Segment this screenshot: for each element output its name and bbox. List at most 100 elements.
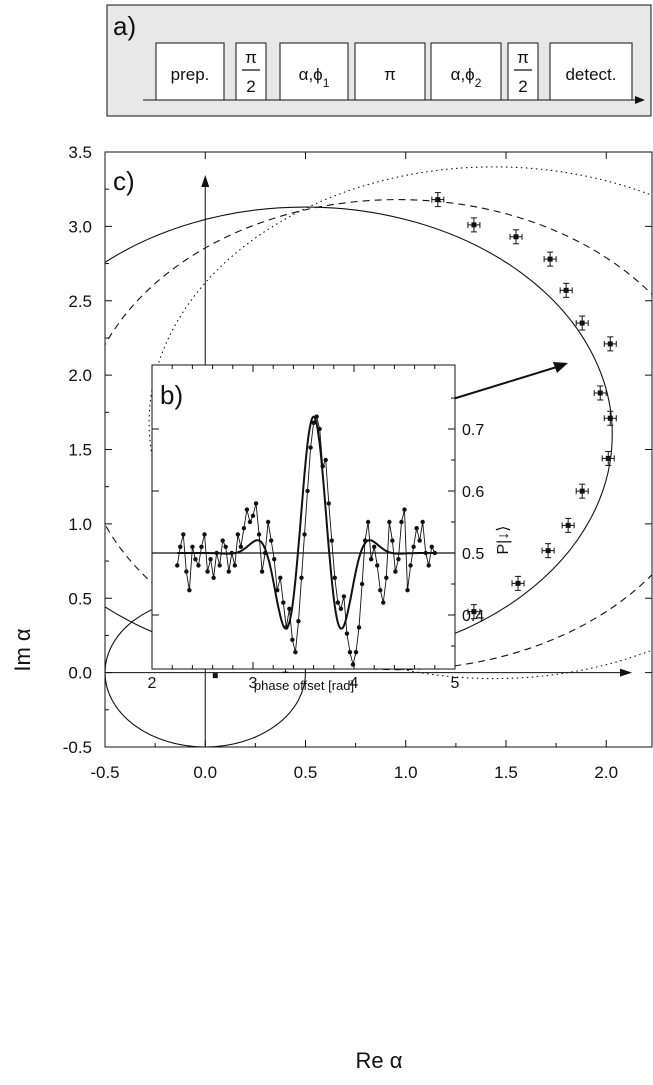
sequence-step-3: π (354, 42, 426, 101)
inset-data-point-36 (284, 625, 289, 630)
inset-data-point-79 (414, 526, 419, 531)
inset-data-point-74 (399, 519, 404, 525)
inset-data-point-78 (411, 544, 416, 549)
inset-data-point-6 (193, 557, 198, 562)
x-axis-title: Re α (356, 1048, 403, 1073)
inset-data-point-4 (187, 588, 192, 593)
inset-data-point-57 (347, 650, 353, 655)
data-point-10 (601, 450, 615, 466)
sequence-fraction-denominator-5: 2 (518, 77, 527, 96)
inset-data-point-13 (214, 550, 219, 556)
data-marker-19 (435, 197, 441, 203)
data-point-18 (467, 217, 481, 233)
inset-data-point-16 (223, 544, 228, 549)
inset-data-line (176, 415, 436, 665)
x-tick-label-0: -0.5 (90, 763, 119, 782)
sequence-fraction-numerator-5: π (517, 48, 529, 67)
sequence-box-5 (507, 42, 539, 101)
y-tick-label-2: 0.5 (68, 589, 92, 608)
inset-data-point-22 (241, 526, 247, 531)
sequence-step-6: detect. (549, 42, 633, 101)
data-point-11 (603, 410, 617, 426)
inset-data-point-55 (341, 594, 347, 599)
curve-dashed-2 (105, 199, 652, 671)
inset-data-point-24 (247, 519, 253, 525)
inset-data-point-68 (381, 600, 386, 605)
inset-data-point-37 (287, 606, 292, 611)
data-marker-6 (515, 580, 521, 586)
y-tick-label-5: 2.0 (68, 366, 92, 385)
inset-data-point-29 (262, 550, 268, 556)
inset-data-point-51 (329, 538, 334, 543)
inset-y-tick-label-1: 0.5 (462, 546, 484, 563)
sequence-box-6 (549, 42, 633, 101)
panel-a-time-arrow (635, 96, 645, 104)
inset-data-point-64 (368, 557, 374, 562)
inset-data-point-39 (293, 650, 298, 655)
sequence-label-6: detect. (565, 65, 616, 84)
data-point-14 (575, 315, 589, 331)
sequence-subscript-4: 2 (475, 76, 482, 90)
inset-data-point-70 (387, 519, 392, 525)
inset-data-point-10 (205, 569, 210, 574)
inset-data-point-8 (199, 544, 204, 549)
inset-data-point-52 (332, 575, 338, 580)
inset-data-point-85 (432, 550, 437, 556)
inset-data-point-21 (238, 544, 244, 549)
inset-data-point-44 (308, 445, 313, 450)
sequence-box-1 (235, 42, 267, 101)
x-tick-label-3: 1.0 (394, 763, 418, 782)
inset-y-tick-label-2: 0.6 (462, 484, 484, 501)
inset-data-point-46 (314, 414, 319, 419)
x-tick-label-1: 0.0 (193, 763, 217, 782)
origin-vertical-arrow (201, 175, 210, 187)
sequence-step-2: α,ϕ1 (279, 42, 349, 101)
inset-data-point-82 (423, 550, 428, 556)
x-tick-label-2: 0.5 (294, 763, 318, 782)
inset-data-point-25 (250, 513, 256, 518)
inset-x-tick-label-0: 2 (148, 675, 157, 692)
x-tick-label-4: 1.5 (494, 763, 518, 782)
y-tick-label-8: 3.5 (68, 143, 92, 162)
inset-data-point-38 (290, 637, 295, 642)
sequence-box-0 (155, 42, 225, 101)
inset-data-point-17 (226, 569, 231, 574)
data-point-15 (559, 282, 573, 298)
inset-data-point-53 (335, 600, 341, 605)
sequence-fraction-denominator-1: 2 (246, 77, 255, 96)
inset-data-point-77 (408, 563, 413, 568)
sequence-step-5: π2 (507, 42, 539, 101)
inset-data-point-41 (299, 575, 304, 580)
data-point-9 (575, 483, 589, 499)
data-point-17 (509, 229, 523, 245)
inset-data-point-19 (232, 563, 238, 568)
inset-data-point-15 (220, 538, 225, 543)
data-marker-8 (565, 522, 571, 528)
sequence-box-4 (430, 42, 502, 101)
inset-data-point-23 (244, 507, 250, 512)
inset-data-point-81 (420, 519, 425, 525)
inset-data-point-42 (302, 532, 307, 537)
inset-data-point-2 (181, 532, 186, 537)
inset-data-point-31 (268, 538, 274, 543)
inset-y-tick-label-3: 0.7 (462, 422, 484, 439)
origin-horizontal-arrow (620, 668, 632, 677)
data-point-6 (511, 575, 525, 591)
inset-data-point-54 (338, 606, 344, 611)
inset-data-point-26 (253, 501, 259, 506)
inset-data-point-1 (178, 544, 183, 549)
inset-data-point-67 (378, 588, 383, 593)
data-marker-18 (471, 222, 477, 228)
inset-x-tick-label-1: 3 (249, 675, 258, 692)
sequence-subscript-2: 1 (323, 76, 330, 90)
inset-data-point-76 (405, 588, 410, 593)
inset-data-point-84 (429, 544, 434, 549)
data-marker-17 (513, 234, 519, 240)
inset-data-point-71 (390, 538, 395, 543)
data-marker-15 (563, 287, 569, 293)
inset-data-point-75 (402, 507, 407, 512)
sequence-label-0: prep. (171, 65, 210, 84)
inset-data-point-12 (211, 575, 216, 580)
inset-data-point-58 (350, 662, 356, 667)
